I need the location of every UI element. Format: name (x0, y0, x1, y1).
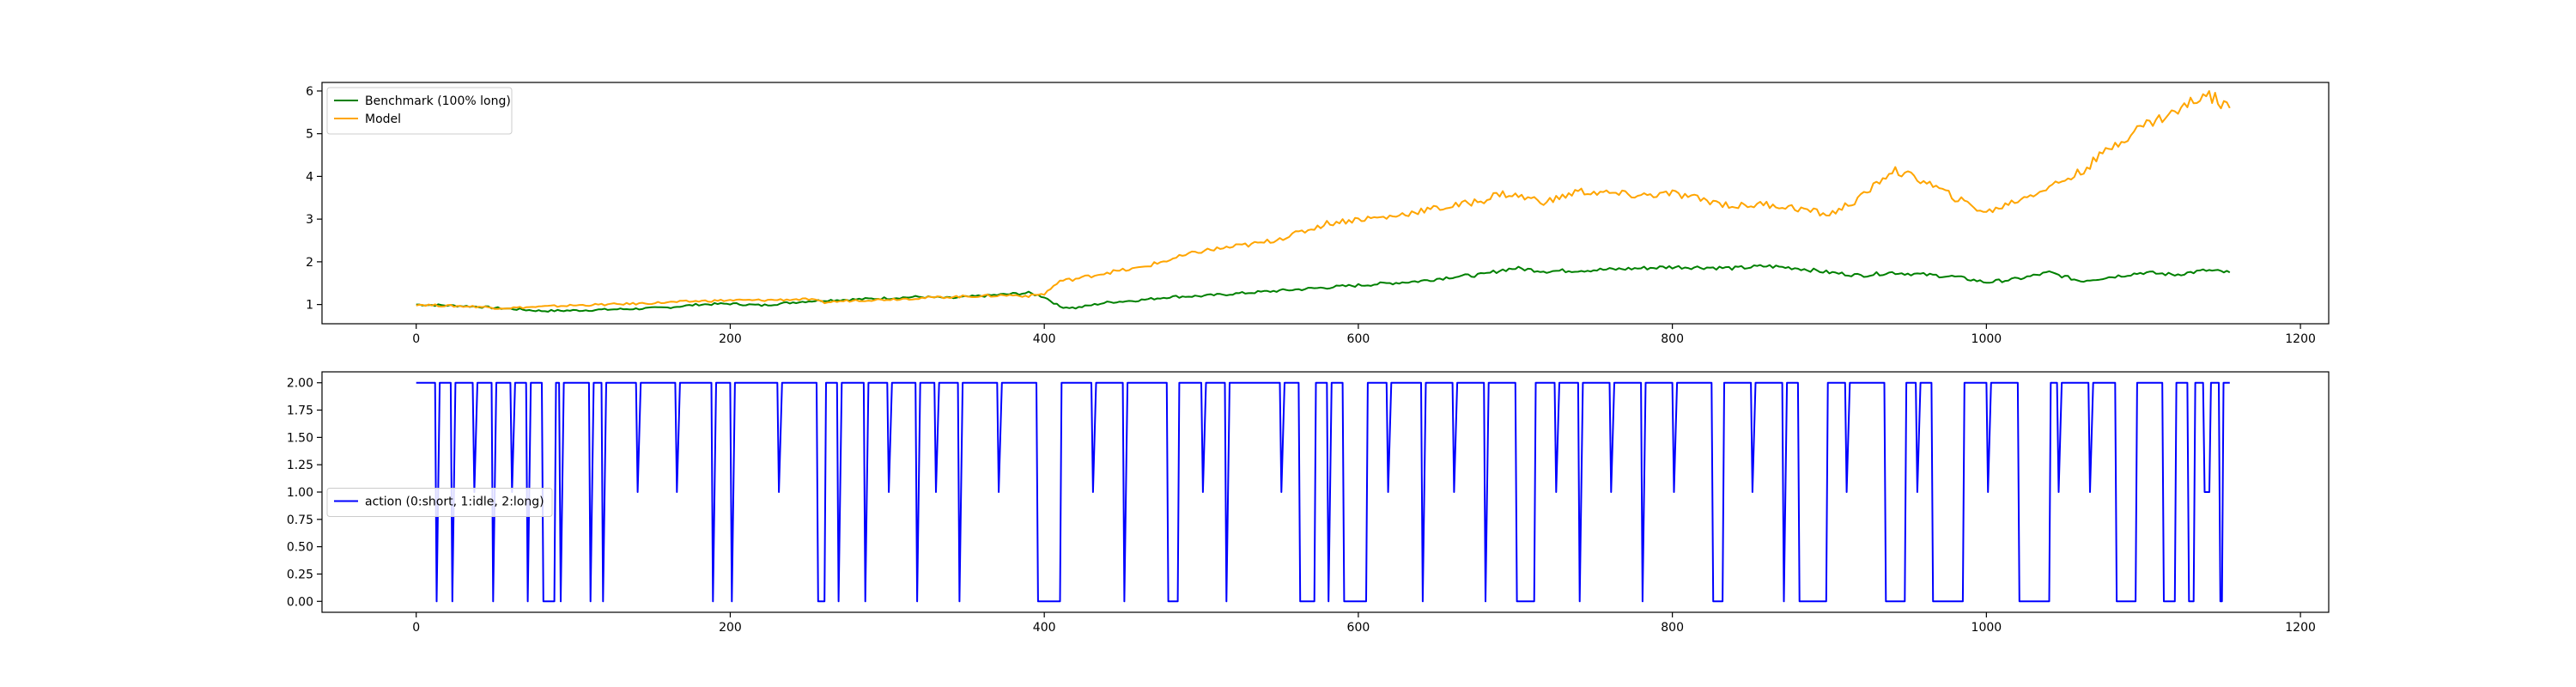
y-tick-label: 1 (306, 299, 313, 313)
y-tick-label: 3 (306, 213, 313, 227)
y-tick-label: 1.50 (287, 431, 313, 445)
y-tick-label: 1.25 (287, 459, 313, 472)
x-tick-label: 200 (719, 621, 742, 635)
series-line-0 (416, 381, 2230, 603)
x-tick-label: 0 (412, 332, 420, 346)
x-tick-label: 800 (1661, 621, 1684, 635)
legend-label: Benchmark (100% long) (365, 94, 511, 108)
axes-frame (321, 371, 2330, 613)
y-tick-label: 0.25 (287, 568, 313, 581)
axes-frame (321, 82, 2330, 325)
x-tick-label: 1000 (1971, 621, 2002, 635)
x-tick-label: 1000 (1971, 332, 2002, 346)
y-tick-label: 0.00 (287, 595, 313, 609)
series-line-0 (416, 264, 2231, 313)
x-tick-label: 600 (1347, 621, 1370, 635)
y-tick-label: 1.00 (287, 486, 313, 500)
y-tick-label: 6 (306, 85, 313, 99)
x-tick-label: 600 (1347, 332, 1370, 346)
y-tick-label: 1.75 (287, 404, 313, 418)
y-tick-label: 0.50 (287, 541, 313, 555)
y-tick-label: 2 (306, 256, 313, 270)
legend-box (326, 488, 553, 517)
legend: Benchmark (100% long) Model (326, 87, 513, 135)
chart-action-signal: 0 200 400 600 800 1000 1200 0.00 0.25 0.50 0.75 1.0… (287, 371, 2330, 635)
x-tick-label: 1200 (2285, 621, 2316, 635)
legend-label: Model (365, 112, 401, 126)
x-tick-label: 0 (412, 621, 420, 635)
x-tick-label: 1200 (2285, 332, 2316, 346)
y-tick-label: 5 (306, 128, 313, 142)
legend-box (326, 87, 513, 135)
x-tick-label: 800 (1661, 332, 1684, 346)
y-tick-label: 0.75 (287, 514, 313, 527)
x-tick-label: 400 (1033, 332, 1056, 346)
legend-label: action (0:short, 1:idle, 2:long) (365, 495, 544, 509)
x-tick-label: 400 (1033, 621, 1056, 635)
legend: action (0:short, 1:idle, 2:long) (326, 488, 553, 517)
chart-equity-curves: 0 200 400 600 800 1000 1200 1 2 3 4 5 6 Benchmark (10… (306, 82, 2330, 346)
x-tick-label: 200 (719, 332, 742, 346)
y-tick-label: 4 (306, 170, 313, 184)
series-line-1 (416, 90, 2231, 310)
y-tick-label: 2.00 (287, 377, 313, 391)
